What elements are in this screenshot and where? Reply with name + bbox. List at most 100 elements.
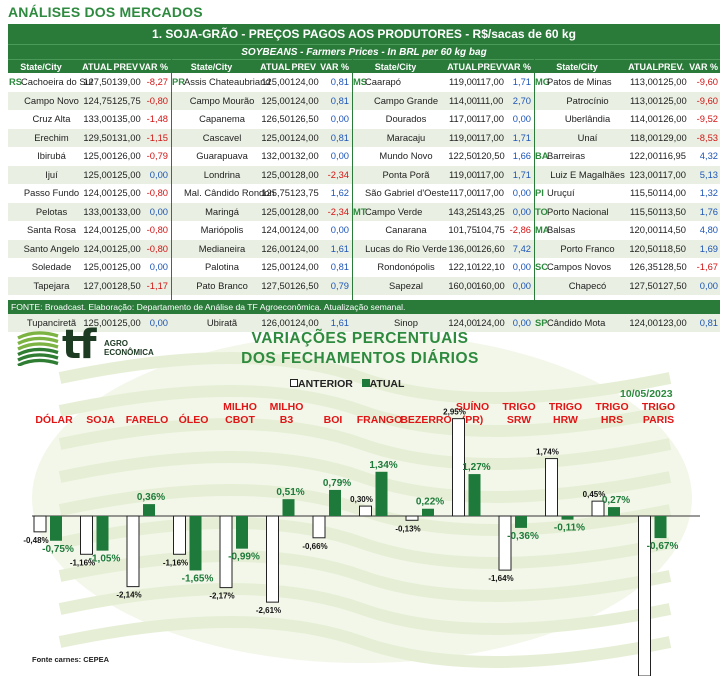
city-name: Pato Branco — [196, 279, 248, 291]
city-name: Porto Franco — [560, 242, 615, 254]
price-previous: 131,00 — [112, 131, 141, 143]
data-label-anterior: -2,17% — [209, 592, 234, 601]
price-previous: 111,00 — [476, 94, 504, 106]
table-row: Tupanciretã 125,00 125,00 0,00 Ubiratã 126,00… — [8, 313, 720, 332]
city-name: Campos Novos — [547, 261, 612, 272]
chart-legend: ANTERIOR ATUAL — [290, 378, 404, 390]
price-variation: -9,60 — [696, 94, 718, 106]
price-current: 126,50 — [261, 113, 290, 124]
city-name: Barreiras — [547, 150, 586, 161]
category-label: BEZERRO — [400, 414, 451, 426]
legend-swatch-atual — [361, 379, 370, 387]
column-header: ATUAL — [82, 62, 112, 72]
data-label-atual: 1,27% — [462, 462, 490, 473]
category-label: BOI — [324, 414, 343, 426]
price-previous: 126,00 — [658, 113, 687, 124]
data-label-atual: -1,65% — [182, 573, 214, 584]
price-current: 127,50 — [629, 279, 658, 291]
price-current: 127,00 — [83, 279, 112, 291]
data-label-atual: 0,22% — [416, 497, 444, 508]
city-name: Cachoeira do Sul — [21, 76, 93, 87]
data-label-anterior: -2,61% — [256, 606, 281, 615]
price-current: 125,00 — [261, 261, 290, 272]
state-code: TO — [535, 205, 548, 217]
price-current: 127,50 — [83, 76, 112, 87]
state-code: MG — [535, 76, 551, 87]
price-previous: 128,00 — [290, 168, 319, 180]
category-label: TRIGO — [549, 401, 582, 413]
price-current: 160,00 — [448, 279, 477, 291]
column-header: PREV — [477, 62, 502, 72]
bar-anterior — [591, 500, 605, 517]
price-previous: 133,00 — [112, 205, 141, 217]
price-previous: 125,00 — [658, 76, 687, 87]
bar-atual — [422, 508, 434, 516]
city-name: Ubiratã — [206, 316, 238, 328]
price-previous: 125,00 — [112, 316, 141, 328]
column-header: PREV — [291, 62, 316, 72]
bar-anterior — [219, 515, 233, 589]
table-row: Santa Rosa 124,00 125,00 -0,80 Mariópolis 124… — [8, 221, 720, 240]
price-previous: 122,10 — [476, 261, 505, 272]
data-label-anterior: -0,13% — [395, 524, 420, 533]
price-variation: 0,00 — [512, 205, 531, 217]
city-name: Luiz E Magalhães — [550, 168, 625, 180]
city-name: Guarapuava — [196, 150, 248, 161]
price-current: 143,25 — [448, 205, 477, 217]
table-row: Ibirubá 125,00 126,00 -0,79 Guarapuava 132,00… — [8, 147, 720, 166]
table-row: Passo Fundo 124,00 125,00 -0,80 Mal. Cândido… — [8, 184, 720, 203]
chart-title-line2: DOS FECHAMENTOS DIÁRIOS — [241, 350, 479, 367]
category-label: MILHO — [223, 401, 257, 413]
price-variation: -2,34 — [327, 168, 349, 180]
category-label: ÓLEO — [179, 413, 209, 426]
price-previous: 117,00 — [476, 76, 504, 87]
table-row: Cruz Alta 133,00 135,00 -1,48 Capanema 126,50… — [8, 110, 720, 129]
city-name: Mundo Novo — [379, 150, 433, 161]
price-previous: 123,00 — [658, 316, 687, 328]
city-name: Sapezal — [389, 279, 423, 291]
price-variation: 0,81 — [330, 76, 349, 87]
price-previous: 125,75 — [112, 94, 141, 106]
city-name: Passo Fundo — [23, 187, 80, 198]
price-variation: 7,42 — [512, 242, 531, 254]
city-name: Patrocínio — [566, 94, 609, 106]
price-variation: 0,00 — [330, 224, 349, 235]
price-previous: 123,75 — [290, 187, 319, 198]
price-current: 133,00 — [83, 205, 112, 217]
table-body: RS Cachoeira do Sul 127,50 139,00 -8,27 PR Ass… — [8, 73, 720, 332]
city-name: Dourados — [385, 113, 427, 124]
price-previous: 114,50 — [658, 224, 686, 235]
bar-atual — [236, 516, 248, 549]
table-row: Erechim 129,50 131,00 -1,15 Cascavel 125,00 12… — [8, 128, 720, 147]
state-code: MS — [353, 76, 368, 87]
bar-anterior — [173, 515, 186, 555]
data-label-atual: -0,75% — [42, 544, 74, 555]
price-current: 125,75 — [261, 187, 290, 198]
bar-atual — [143, 504, 155, 516]
price-current: 133,00 — [83, 113, 112, 124]
price-current: 118,00 — [630, 131, 658, 143]
price-previous: 117,00 — [658, 168, 686, 180]
city-name: Uruçuí — [547, 187, 575, 198]
price-current: 119,00 — [449, 76, 477, 87]
daily-variation-chart: tf AGRO ECONÔMICA VARIAÇÕES PERCENTUAIS … — [0, 318, 725, 676]
price-variation: 0,00 — [512, 261, 531, 272]
price-variation: -8,53 — [696, 131, 718, 143]
logo-line1: AGRO — [104, 339, 128, 348]
column-header: VAR % — [689, 62, 718, 72]
price-variation: 0,00 — [330, 150, 349, 161]
data-label-anterior: -0,48% — [23, 536, 48, 545]
logo-line2: ECONÔMICA — [104, 348, 154, 357]
data-label-atual: 0,36% — [137, 492, 165, 503]
table-subtitle: SOYBEANS - Farmers Prices - In BRL per 6… — [8, 44, 720, 59]
price-current: 125,00 — [261, 205, 290, 217]
table-header-row: State/City ATUAL PREV VAR % State/City ATUAL P… — [8, 59, 720, 73]
price-current: 101,75 — [448, 224, 477, 235]
table-row: Soledade 125,00 125,00 0,00 Palotina 125,00 12… — [8, 258, 720, 277]
state-code: MA — [535, 224, 550, 235]
price-previous: 113,50 — [658, 205, 686, 217]
price-variation: -0,80 — [146, 94, 168, 106]
city-name: Santo Angelo — [23, 242, 80, 254]
category-label: SOJA — [86, 414, 115, 426]
price-previous: 124,00 — [290, 242, 319, 254]
